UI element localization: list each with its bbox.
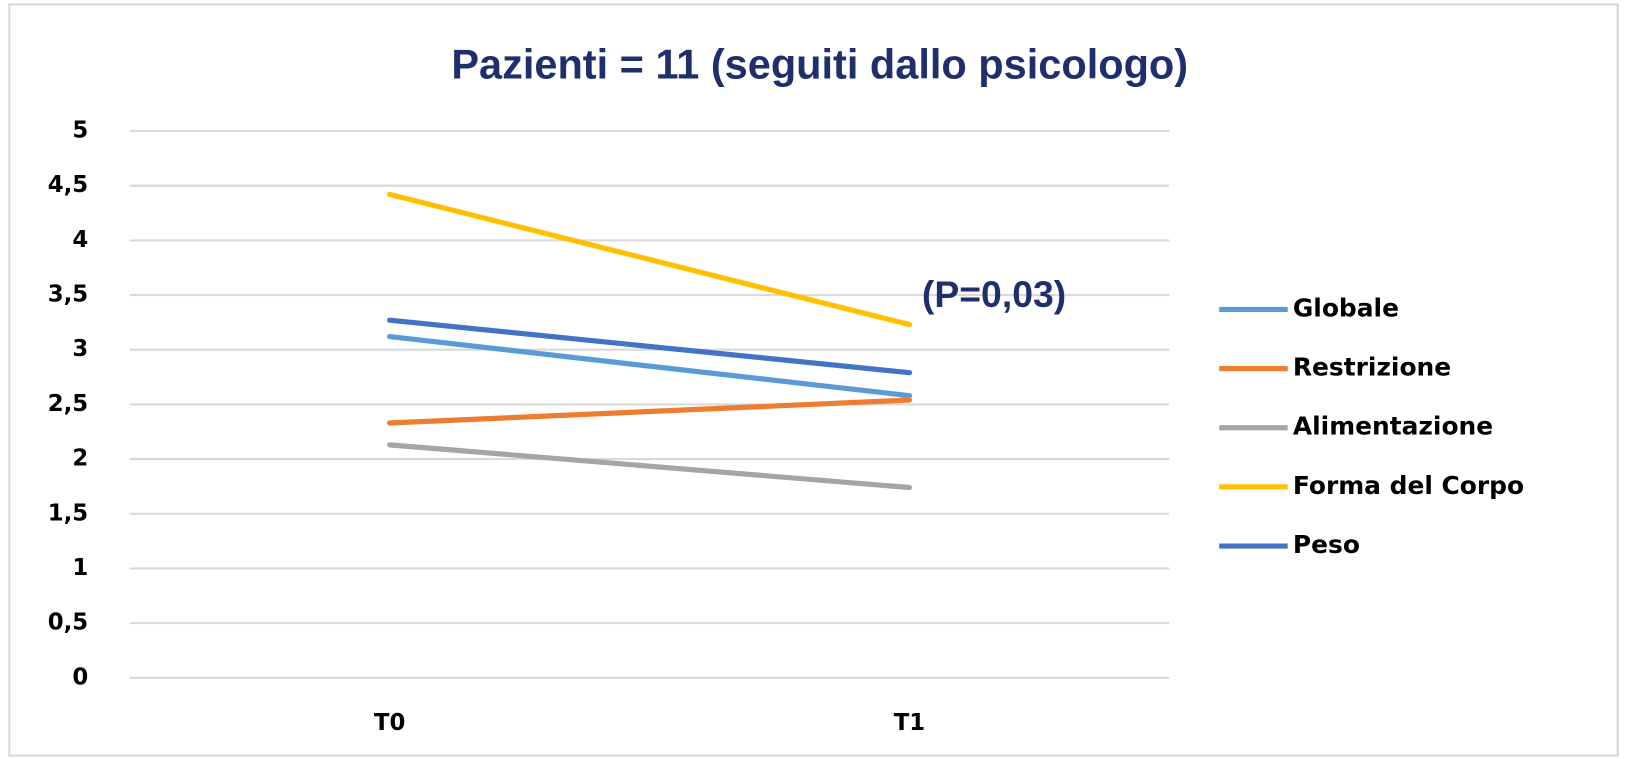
series-line — [387, 317, 913, 376]
annotation: (P=0,03) — [922, 273, 1066, 315]
chart-border — [8, 3, 1619, 757]
legend-label: Alimentazione — [1293, 412, 1493, 441]
x-tick-label: T0 — [374, 710, 405, 736]
series-line — [387, 191, 913, 328]
series-line — [387, 334, 913, 399]
legend-label: Globale — [1293, 293, 1399, 322]
y-tick-label: 1 — [72, 555, 88, 581]
y-tick-label: 3,5 — [48, 282, 88, 308]
y-tick-label: 4,5 — [48, 172, 88, 198]
x-tick-label: T1 — [894, 710, 925, 736]
series-line — [387, 397, 913, 426]
y-tick-label: 2,5 — [48, 391, 88, 417]
legend-label: Peso — [1293, 530, 1360, 559]
legend-label: Restrizione — [1293, 353, 1451, 382]
y-tick-label: 0,5 — [48, 610, 88, 636]
y-tick-label: 2 — [72, 446, 88, 472]
chart-title: Pazienti = 11 (seguiti dallo psicologo) — [451, 41, 1188, 88]
y-tick-label: 3 — [72, 336, 88, 362]
y-tick-label: 0 — [72, 664, 88, 690]
y-tick-label: 4 — [72, 227, 88, 253]
legend-label: Forma del Corpo — [1293, 471, 1524, 500]
series-line — [387, 442, 913, 491]
y-tick-label: 1,5 — [48, 500, 88, 526]
y-tick-label: 5 — [72, 117, 88, 143]
